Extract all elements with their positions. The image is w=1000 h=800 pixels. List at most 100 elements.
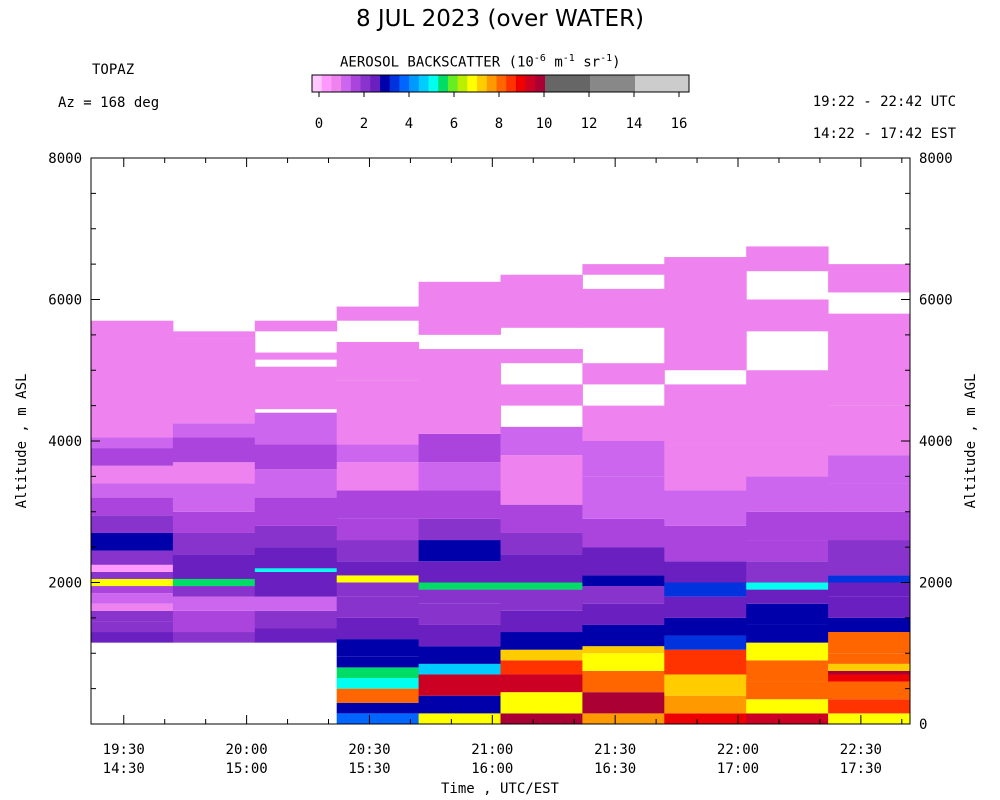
- chart-title: 8 JUL 2023 (over WATER): [355, 6, 645, 32]
- heatmap-cell: [254, 352, 338, 360]
- heatmap-cell: [500, 349, 583, 364]
- heatmap-cell: [746, 476, 829, 512]
- heatmap-cell: [582, 692, 665, 714]
- heatmap-cell: [500, 532, 583, 555]
- heatmap-cell: [500, 582, 583, 590]
- heatmap-cell: [828, 455, 911, 484]
- heatmap-cell: [91, 515, 174, 533]
- heatmap-cell: [828, 582, 911, 597]
- heatmap-cell: [91, 578, 174, 587]
- colorbar-title: AEROSOL BACKSCATTER (10-6 m-1 sr-1): [340, 53, 621, 71]
- heatmap-cell: [828, 653, 911, 664]
- heatmap-cell: [91, 497, 174, 516]
- heatmap-cell: [336, 444, 420, 463]
- colorbar-swatch: [506, 75, 517, 92]
- y-tick-label-right: 6000: [919, 293, 953, 309]
- x-tick-label-est: 17:30: [840, 761, 882, 777]
- heatmap-cell: [418, 349, 501, 434]
- heatmap-cell: [172, 632, 256, 643]
- heatmap-cell: [582, 713, 665, 724]
- heatmap-cell: [91, 571, 174, 579]
- heatmap-cell: [91, 437, 174, 449]
- heatmap-cell: [828, 632, 911, 654]
- heatmap-cell: [664, 490, 747, 526]
- y-tick-label-left: 2000: [48, 576, 82, 592]
- heatmap-cell: [746, 582, 829, 590]
- colorbar-tick-label: 10: [536, 116, 553, 132]
- y-tick-label-right: 4000: [919, 434, 953, 450]
- heatmap-cell: [828, 264, 911, 293]
- heatmap-cell: [172, 423, 256, 438]
- heatmap-cell: [500, 632, 583, 650]
- heatmap-cell: [91, 320, 174, 438]
- heatmap-cell: [336, 713, 420, 724]
- colorbar-swatch: [515, 75, 527, 92]
- heatmap-cell: [336, 639, 420, 657]
- colorbar-swatch: [457, 75, 468, 92]
- heatmap-cell: [582, 288, 665, 328]
- heatmap-cell: [828, 681, 911, 700]
- heatmap-cell: [664, 384, 747, 445]
- heatmap-cell: [664, 257, 747, 371]
- heatmap-cell: [828, 313, 911, 406]
- heatmap-cell: [336, 688, 420, 703]
- heatmap-cell: [664, 525, 747, 562]
- heatmap-cell: [664, 582, 747, 597]
- heatmap-cell: [91, 610, 174, 622]
- heatmap-cell: [418, 561, 501, 583]
- heatmap-cell: [582, 603, 665, 625]
- colorbar-swatch: [525, 75, 536, 92]
- x-tick-label-est: 15:00: [226, 761, 268, 777]
- x-tick-label-est: 15:30: [348, 761, 390, 777]
- heatmap-cell: [746, 540, 829, 562]
- heatmap-cell: [172, 511, 256, 533]
- heatmap-cell: [254, 610, 338, 629]
- heatmap-cell: [336, 678, 420, 689]
- heatmap-cell: [254, 525, 338, 548]
- heatmap-cell: [172, 437, 256, 463]
- y-tick-label-right: 8000: [919, 151, 953, 167]
- heatmap-cell: [582, 646, 665, 654]
- heatmap-cell: [418, 695, 501, 714]
- heatmap-cell: [664, 649, 747, 675]
- heatmap-cell: [418, 603, 501, 625]
- azimuth-label: Az = 168 deg: [58, 95, 160, 111]
- colorbar-swatch: [535, 75, 546, 92]
- heatmap-cell: [828, 674, 911, 682]
- heatmap-cell: [172, 349, 256, 424]
- heatmap-cell: [500, 554, 583, 583]
- colorbar-swatch: [477, 75, 488, 92]
- heatmap-cell: [500, 504, 583, 533]
- heatmap-cell: [746, 681, 829, 700]
- colorbar-swatch: [428, 75, 439, 92]
- heatmap-cell: [172, 586, 256, 597]
- heatmap-cell: [172, 554, 256, 579]
- colorbar-swatch: [389, 75, 400, 92]
- heatmap-cell: [336, 656, 420, 668]
- x-tick-label-est: 16:00: [471, 761, 513, 777]
- heatmap-cell: [664, 713, 747, 724]
- x-tick-label-utc: 22:30: [840, 742, 882, 758]
- heatmap-cell: [664, 444, 747, 491]
- colorbar-swatch: [331, 75, 342, 92]
- heatmap-cell: [828, 713, 911, 724]
- y-tick-label-right: 0: [919, 717, 927, 733]
- y-axis-label-left: Altitude , m ASL: [14, 374, 30, 509]
- site-name: TOPAZ: [92, 62, 135, 78]
- heatmap-cell: [418, 589, 501, 604]
- heatmap-cell: [500, 384, 583, 406]
- heatmap-cell: [336, 540, 420, 562]
- heatmap-cell: [91, 593, 174, 604]
- heatmap-cell: [582, 653, 665, 671]
- heatmap-cell: [91, 448, 174, 466]
- colorbar: 0 2 4 6 8 10 12 14 16: [311, 74, 690, 132]
- x-tick-label-utc: 22:00: [717, 742, 759, 758]
- heatmap-cell: [91, 586, 174, 594]
- colorbar-swatch: [399, 75, 410, 92]
- colorbar-swatch: [438, 75, 449, 92]
- heatmap-cell: [828, 699, 911, 714]
- colorbar-swatch: [467, 75, 478, 92]
- y-tick-label-left: 8000: [48, 151, 82, 167]
- colorbar-swatch: [590, 75, 635, 92]
